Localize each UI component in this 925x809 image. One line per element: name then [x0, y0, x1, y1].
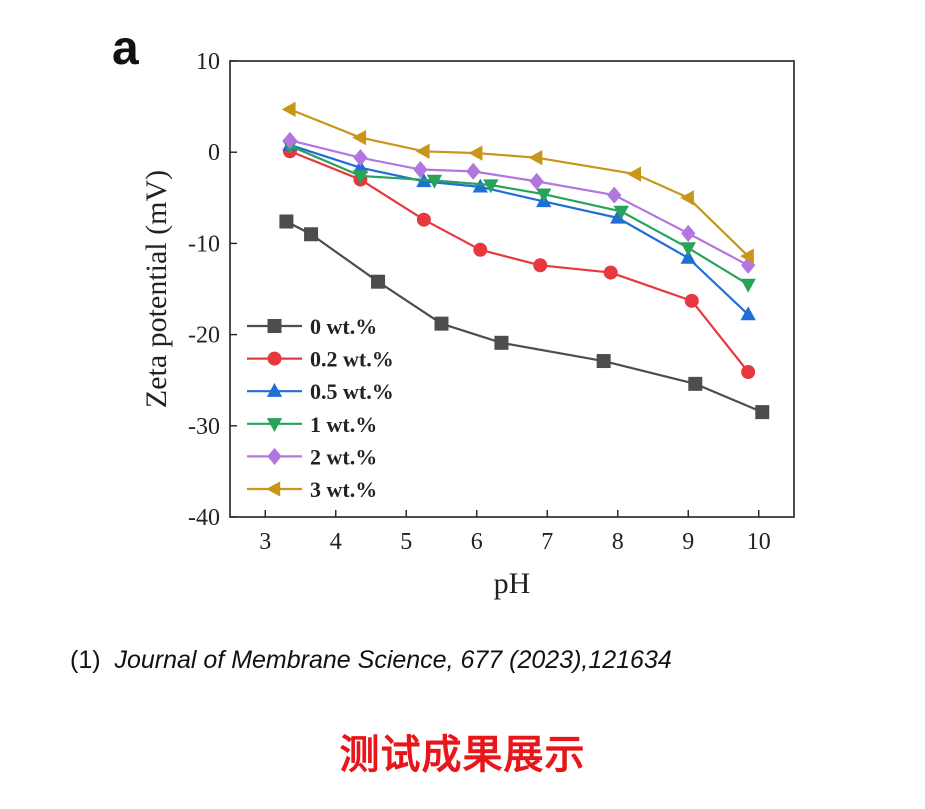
y-tick-label: -30 [188, 414, 220, 440]
x-axis-label: pH [494, 567, 531, 600]
data-point [472, 178, 488, 193]
legend-marker [266, 418, 283, 432]
legend-item: 0.5 wt.% [247, 379, 394, 404]
data-point [371, 274, 386, 289]
data-point [468, 145, 483, 161]
legend-marker [267, 319, 282, 333]
y-tick-label: -10 [188, 231, 220, 257]
y-tick-label: 10 [196, 49, 220, 75]
data-point [684, 293, 699, 308]
legend-label: 1 wt.% [310, 412, 377, 437]
citation-journal: Journal of Membrane Science, 677 (2023),… [114, 646, 672, 674]
legend-marker [266, 481, 281, 497]
data-point [529, 172, 544, 190]
citation: (1) Journal of Membrane Science, 677 (20… [70, 646, 870, 675]
legend-item: 1 wt.% [247, 412, 377, 437]
series-line [289, 108, 749, 257]
data-point [627, 166, 642, 182]
y-tick-label: -40 [188, 505, 220, 531]
data-point [416, 212, 431, 227]
x-tick-label: 10 [747, 529, 771, 555]
y-tick-label: 0 [208, 140, 220, 166]
x-tick-label: 9 [682, 529, 694, 555]
data-point [426, 174, 443, 189]
series-line [289, 144, 749, 286]
data-point [413, 160, 428, 179]
data-point [281, 101, 296, 118]
series-5 [281, 101, 754, 264]
data-point [434, 316, 449, 331]
legend-item: 0.2 wt.% [247, 347, 394, 372]
legend-marker [266, 383, 283, 397]
legend-label: 0.5 wt.% [310, 379, 394, 404]
data-point [353, 149, 368, 167]
legend-item: 3 wt.% [247, 477, 377, 502]
citation-number: (1) [70, 646, 101, 674]
x-tick-label: 4 [330, 529, 342, 555]
zeta-potential-chart: a 3 4 5 6 7 8 9 10 10 0 -10 -20 -30 -40 0 wt.% 0.2 wt.… [112, 22, 795, 600]
data-point [755, 405, 770, 420]
legend-label: 3 wt.% [310, 477, 377, 502]
y-axis-label: Zeta potential (mV) [140, 170, 173, 408]
data-point [596, 354, 611, 369]
legend: 0 wt.% 0.2 wt.% 0.5 wt.% 1 wt.% 2 wt.% 3 wt.% [247, 314, 394, 502]
x-tick-label: 6 [471, 529, 483, 555]
data-point [415, 143, 430, 159]
data-point [688, 376, 703, 391]
data-point [741, 364, 756, 379]
data-point [282, 131, 298, 149]
legend-marker [267, 447, 282, 465]
data-point [613, 205, 629, 220]
data-point [680, 190, 694, 206]
legend-label: 2 wt.% [310, 444, 377, 469]
data-point [304, 227, 319, 242]
series-layer [279, 101, 770, 420]
data-point [279, 214, 294, 229]
axis-ticks: 3 4 5 6 7 8 9 10 10 0 -10 -20 -30 -40 [188, 49, 771, 555]
data-point [533, 258, 548, 273]
series-0 [279, 214, 770, 420]
data-point [680, 242, 696, 257]
data-point [739, 248, 754, 264]
data-point [607, 186, 622, 204]
series-4 [282, 131, 756, 274]
legend-item: 2 wt.% [247, 444, 377, 469]
data-point [473, 242, 488, 257]
caption-title: 测试成果展示 [339, 732, 586, 778]
data-point [740, 306, 756, 321]
data-point [352, 170, 369, 185]
data-point [681, 224, 696, 242]
data-point [528, 149, 543, 166]
series-line [285, 220, 763, 414]
data-point [352, 129, 367, 146]
x-tick-label: 3 [259, 529, 271, 555]
panel-letter: a [112, 22, 139, 75]
data-point [494, 335, 509, 350]
series-line [289, 143, 749, 316]
data-point [740, 278, 756, 293]
data-point [536, 188, 552, 203]
data-point [603, 265, 618, 280]
data-point [680, 249, 696, 264]
series-2 [282, 136, 756, 321]
y-tick-label: -20 [188, 323, 220, 349]
legend-marker [267, 351, 282, 366]
x-tick-label: 5 [400, 529, 412, 555]
legend-label: 0 wt.% [310, 314, 377, 339]
data-point [483, 179, 499, 194]
series-3 [282, 140, 756, 293]
x-tick-label: 8 [612, 529, 624, 555]
legend-label: 0.2 wt.% [310, 347, 394, 372]
series-line [289, 139, 749, 267]
data-point [466, 162, 481, 180]
series-line [289, 150, 750, 373]
legend-item: 0 wt.% [247, 314, 377, 339]
plot-frame [229, 60, 795, 518]
x-tick-label: 7 [541, 529, 553, 555]
